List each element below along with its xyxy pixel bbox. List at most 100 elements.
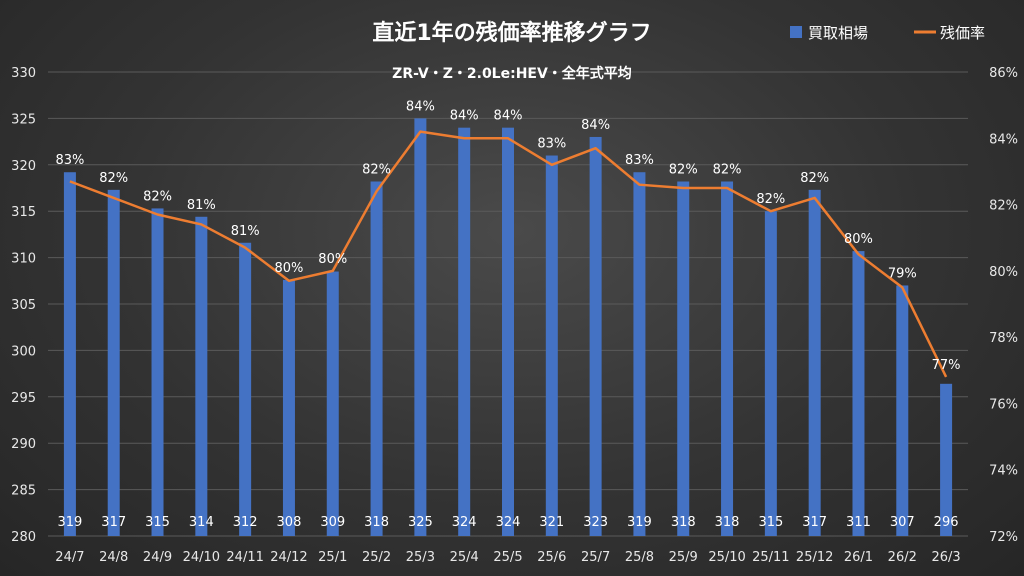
bar-value-label: 318 [671, 515, 696, 530]
y-right-tick-label: 74% [989, 464, 1018, 479]
x-tick-label: 25/1 [318, 550, 347, 565]
chart-title: 直近1年の残価率推移グラフ [372, 20, 651, 46]
bar-value-label: 309 [320, 515, 345, 530]
x-tick-label: 24/7 [55, 550, 84, 565]
chart-subtitle: ZR-V・Z・2.0Le:HEV・全年式平均 [392, 65, 632, 82]
line-value-label: 81% [231, 224, 260, 239]
line-value-label: 82% [800, 171, 829, 186]
x-tick-label: 25/9 [669, 550, 698, 565]
line-value-labels: 83% 82% 82% 81% 81% 80% 80% 82% 84% 84% 84% 83% 84% 8… [55, 99, 960, 373]
bar-value-label: 319 [57, 515, 82, 530]
bar-value-label: 314 [189, 515, 214, 530]
bar-value-label: 318 [364, 515, 389, 530]
bar-value-label: 324 [452, 515, 477, 530]
x-tick-label: 25/10 [708, 550, 745, 565]
y-left-tick-label: 290 [11, 437, 36, 452]
x-tick-label: 26/2 [888, 550, 917, 565]
line-value-label: 82% [143, 189, 172, 204]
line-path [69, 130, 948, 378]
line-value-label: 84% [406, 99, 435, 114]
line-value-label: 82% [713, 163, 742, 178]
bar [545, 155, 558, 536]
legend-label-bar: 買取相場 [808, 24, 868, 42]
y-left-tick-label: 305 [11, 298, 36, 313]
x-tick-label: 24/12 [270, 550, 307, 565]
line-value-label: 84% [581, 118, 610, 133]
x-axis: 24/7 24/8 24/9 24/10 24/11 24/12 25/1 25/2 25/3 2… [55, 550, 960, 565]
x-tick-label: 24/10 [183, 550, 220, 565]
line-value-label: 82% [99, 171, 128, 186]
line-value-label: 77% [932, 358, 961, 373]
line-value-label: 81% [187, 198, 216, 213]
line-value-label: 79% [888, 266, 917, 281]
bar-value-label: 296 [934, 515, 959, 530]
legend-swatch-bar [790, 26, 802, 38]
x-tick-label: 25/4 [450, 550, 479, 565]
line-value-label: 80% [274, 261, 303, 276]
bar-series [63, 118, 953, 537]
line-value-label: 83% [55, 153, 84, 168]
bar [414, 118, 427, 537]
y-axis-left: 280 285 290 295 300 305 310 315 320 325 330 [11, 66, 36, 545]
x-tick-label: 24/9 [143, 550, 172, 565]
x-tick-label: 25/5 [493, 550, 522, 565]
bar [107, 189, 120, 536]
y-left-tick-label: 300 [11, 344, 36, 359]
y-right-tick-label: 82% [989, 199, 1018, 214]
x-tick-label: 25/3 [406, 550, 435, 565]
bar-value-label: 312 [233, 515, 258, 530]
bar-value-label: 317 [802, 515, 827, 530]
bar-value-label: 315 [145, 515, 170, 530]
bar [458, 127, 471, 537]
bar [677, 181, 690, 536]
y-right-tick-label: 72% [989, 530, 1018, 545]
x-tick-label: 25/7 [581, 550, 610, 565]
x-tick-label: 24/11 [226, 550, 263, 565]
line-value-label: 83% [537, 137, 566, 152]
legend: 買取相場 残価率 [790, 24, 985, 42]
line-value-label: 82% [669, 163, 698, 178]
bar [852, 251, 865, 536]
x-tick-label: 25/8 [625, 550, 654, 565]
x-tick-label: 24/8 [99, 550, 128, 565]
bar [896, 285, 909, 536]
x-tick-label: 26/1 [844, 550, 873, 565]
bar [589, 136, 602, 536]
line-value-label: 83% [625, 153, 654, 168]
bar-value-label: 317 [101, 515, 126, 530]
line-value-label: 84% [494, 109, 523, 124]
y-right-tick-label: 84% [989, 132, 1018, 147]
bar [326, 271, 339, 536]
bar [808, 189, 821, 536]
bar-value-label: 318 [715, 515, 740, 530]
line-value-label: 82% [756, 192, 785, 207]
bar [502, 127, 514, 537]
y-right-tick-label: 76% [989, 397, 1018, 412]
x-tick-label: 25/6 [537, 550, 566, 565]
legend-label-line: 残価率 [940, 24, 985, 42]
bar-value-label: 319 [627, 515, 652, 530]
bar [721, 181, 734, 536]
y-left-tick-label: 280 [11, 530, 36, 545]
y-axis-right: 72% 74% 76% 78% 80% 82% 84% 86% [989, 66, 1018, 545]
bar-value-label: 323 [583, 515, 608, 530]
line-value-label: 84% [450, 109, 479, 124]
y-left-tick-label: 325 [11, 112, 36, 127]
x-tick-label: 25/12 [796, 550, 833, 565]
line-value-label: 82% [362, 163, 391, 178]
y-left-tick-label: 295 [11, 391, 36, 406]
bar-value-label: 315 [758, 515, 783, 530]
line-value-label: 80% [844, 232, 873, 247]
bar-value-label: 308 [277, 515, 302, 530]
bar [370, 181, 383, 536]
y-left-tick-label: 285 [11, 484, 36, 499]
bar [282, 279, 295, 536]
y-right-tick-label: 86% [989, 66, 1018, 81]
x-tick-label: 25/11 [752, 550, 789, 565]
bar-value-label: 311 [846, 515, 871, 530]
y-left-tick-label: 320 [11, 159, 36, 174]
x-tick-label: 25/2 [362, 550, 391, 565]
line-value-label: 80% [318, 252, 347, 267]
y-right-tick-label: 80% [989, 265, 1018, 280]
